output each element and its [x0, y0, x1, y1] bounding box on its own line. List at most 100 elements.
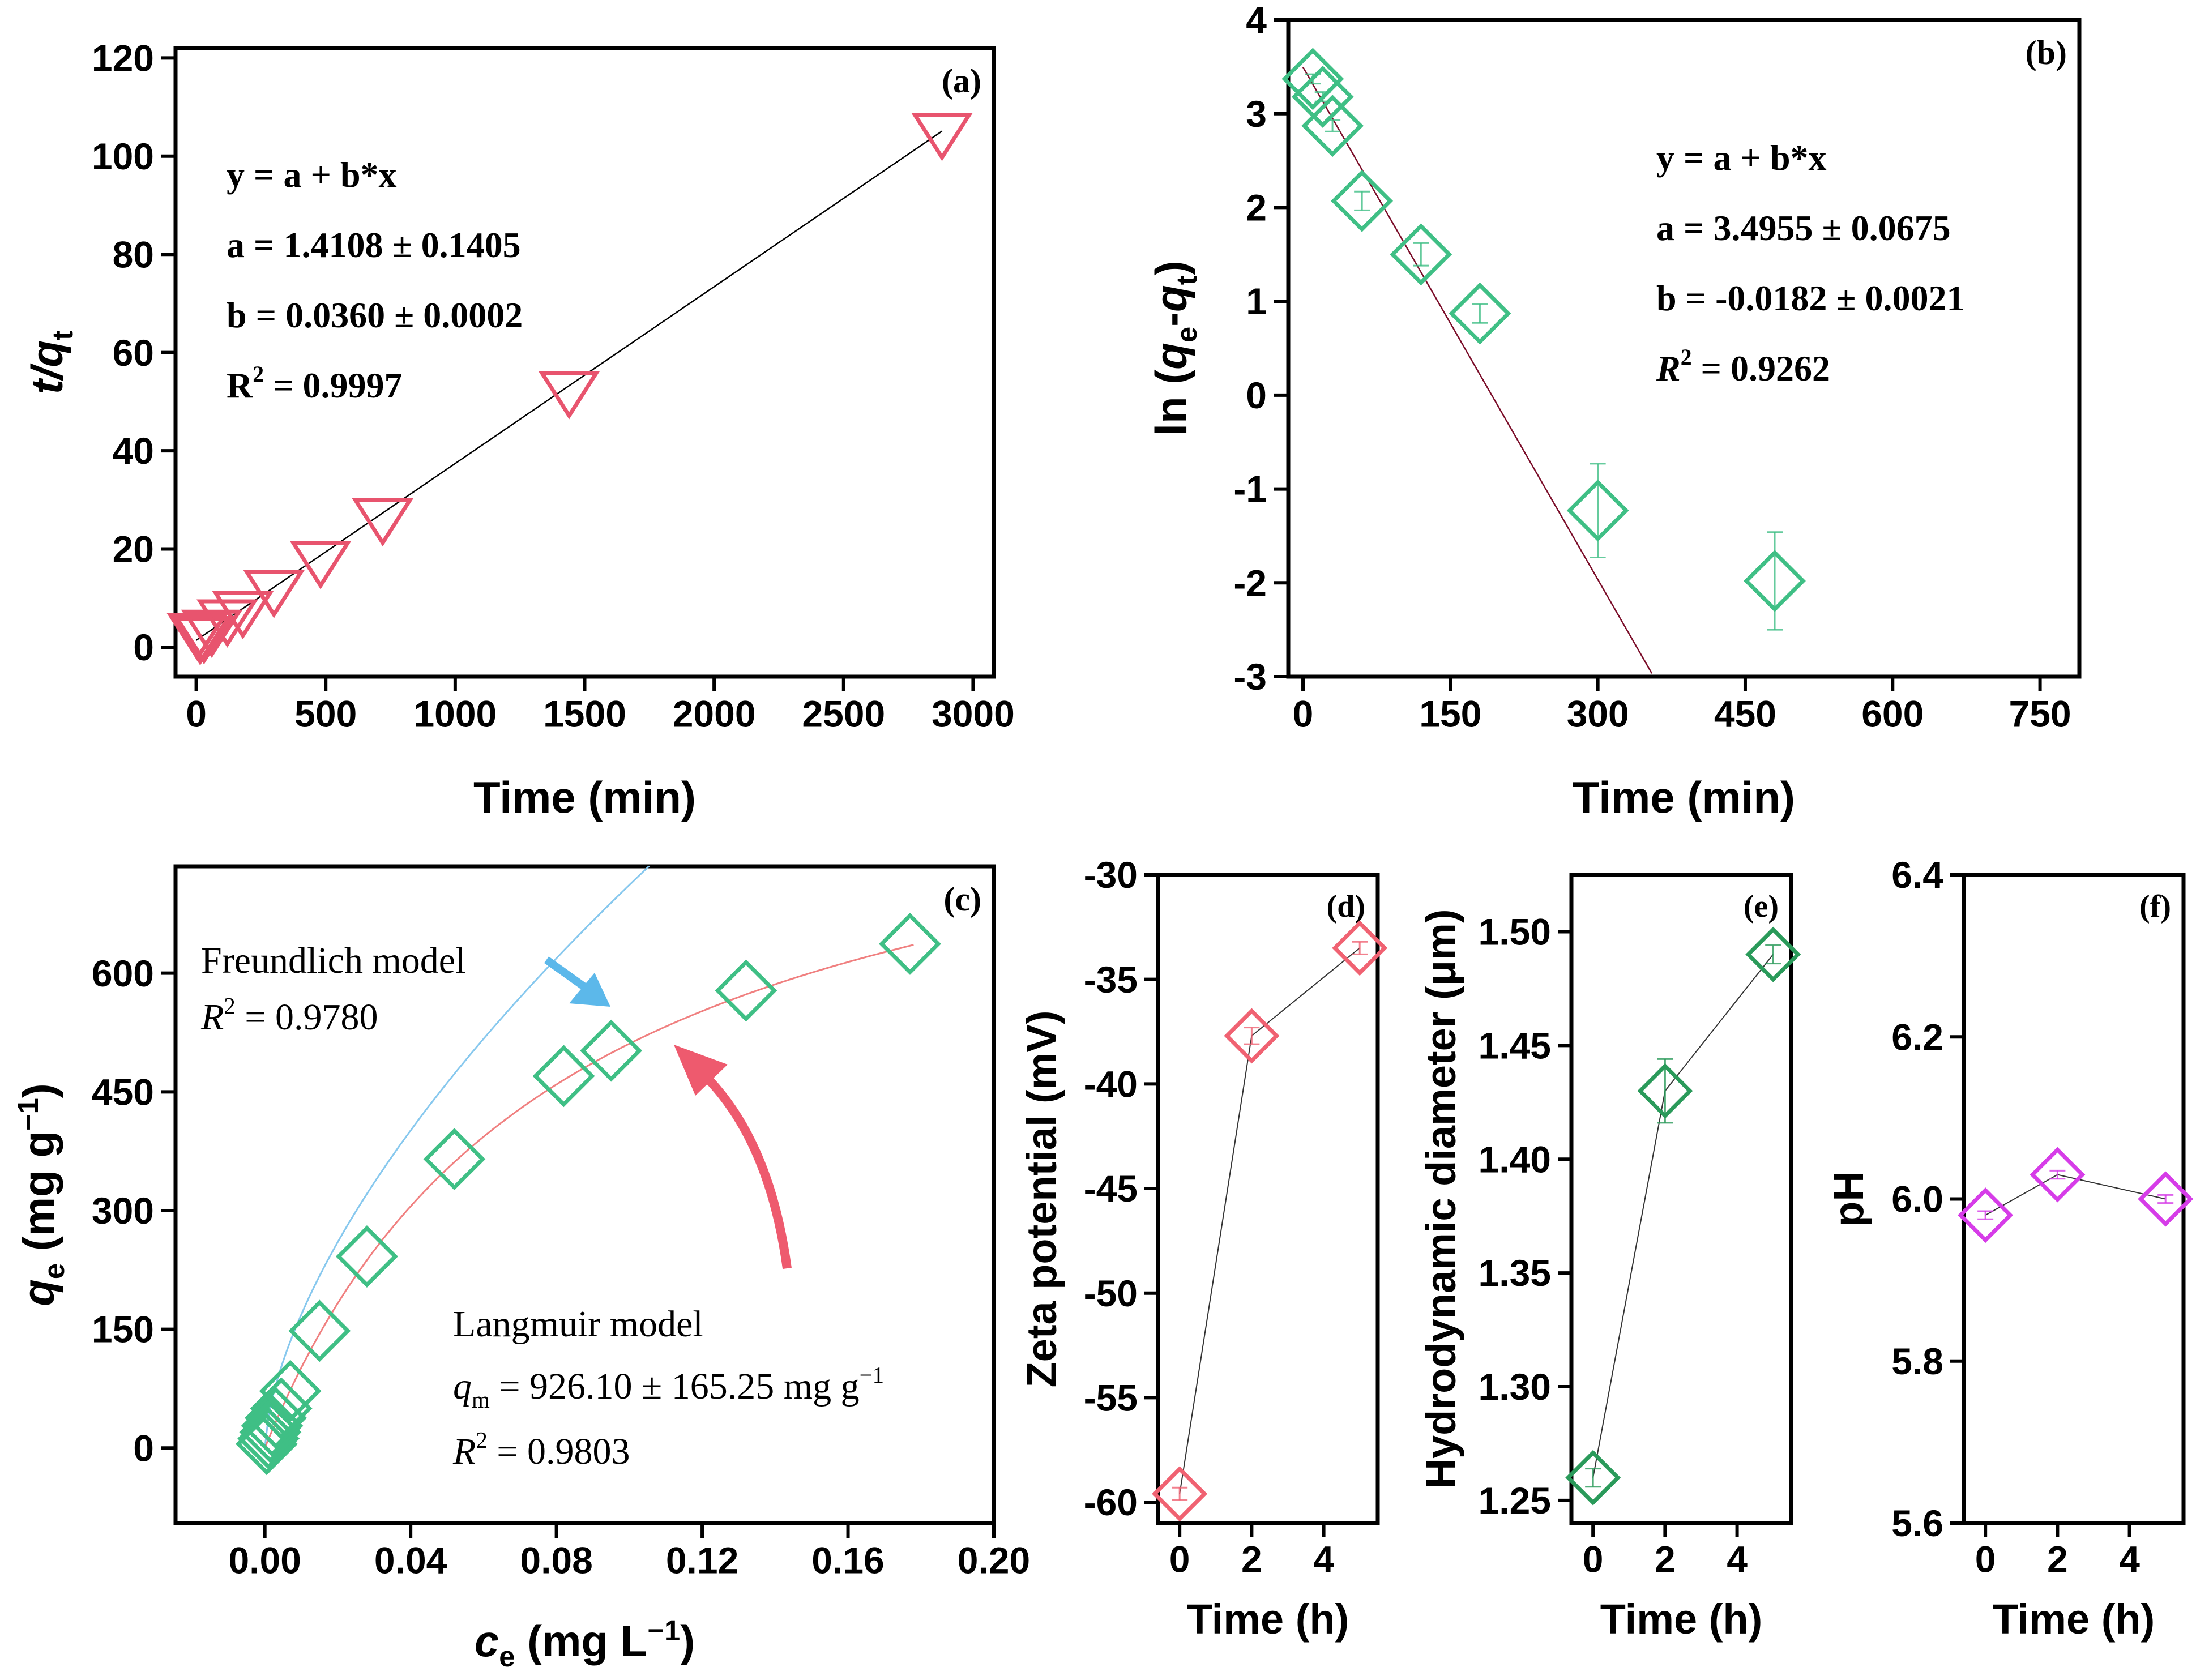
x-axis-title: Time (h)	[1600, 1596, 1762, 1643]
r2-superscript: 2	[1681, 345, 1692, 370]
data-point-diamond	[423, 1128, 486, 1191]
fit-annotation-text: a = 1.4108 ± 0.1405	[227, 225, 521, 265]
x-tick-label-text: 0	[1975, 1538, 1996, 1580]
x-tick-label: 0.20	[958, 1540, 1030, 1581]
y-tick-label: 1	[1246, 280, 1267, 322]
x-tick-label-text: 4	[1727, 1538, 1748, 1580]
langmuir-label-text: Langmuir model	[453, 1303, 703, 1345]
y-axis-sub1: e	[1170, 327, 1203, 343]
y-tick-label: 4	[1246, 0, 1267, 41]
y-tick-label: 1.35	[1479, 1252, 1551, 1294]
x-tick-label: 4	[1313, 1538, 1334, 1580]
data-point-diamond	[1224, 1008, 1280, 1064]
y-tick-label: -60	[1084, 1481, 1138, 1523]
data-point-diamond	[288, 1299, 351, 1362]
x-tick-label: 300	[1567, 693, 1629, 735]
y-tick-label-text: 0	[1246, 374, 1267, 416]
data-point-diamond	[1281, 48, 1344, 110]
y-axis-unit: (mg g	[14, 1131, 63, 1263]
langmuir-r2: R2 = 0.9803	[452, 1427, 630, 1472]
plot-area	[264, 866, 914, 1448]
y-tick-label: 60	[113, 332, 154, 374]
data-point-diamond	[2138, 1171, 2194, 1227]
langmuir-arrow-head	[674, 1045, 728, 1096]
x-axis-subscript: e	[499, 1640, 515, 1673]
r2-superscript: 2	[476, 1427, 487, 1453]
fit-annotation-line1: y = a + b*x	[227, 155, 397, 195]
fit-annotation-text: y = a + b*x	[1656, 138, 1827, 178]
x-tick-label-text: 1500	[543, 693, 626, 735]
r2-superscript: 2	[253, 362, 264, 387]
y-tick-label-text: -1	[1233, 468, 1267, 510]
y-axis-title: pH	[1825, 1171, 1872, 1227]
y-axis-sub2: t	[1170, 275, 1203, 285]
y-tick-label-text: 1.40	[1479, 1138, 1551, 1180]
x-tick-label: 3000	[932, 693, 1015, 735]
y-axis-close: )	[14, 1083, 63, 1098]
x-tick-label: 1500	[543, 693, 626, 735]
data-point-diamond	[580, 1019, 643, 1082]
y-tick-label-text: 120	[92, 37, 154, 79]
y-tick-label: -3	[1233, 656, 1267, 698]
data-point-diamond	[532, 1045, 595, 1108]
y-tick-label: 100	[92, 135, 154, 177]
y-tick-label-text: -2	[1233, 562, 1267, 604]
data-point-triangle	[911, 113, 973, 161]
y-tick-label-text: 1.30	[1479, 1366, 1551, 1408]
panel-label-text: (a)	[942, 62, 981, 100]
x-tick-label: 2	[1655, 1538, 1676, 1580]
data-point-triangle	[352, 498, 414, 547]
x-tick-label-text: 150	[1419, 693, 1481, 735]
y-tick-label-text: 1.50	[1479, 911, 1551, 953]
y-tick-label: 1.40	[1479, 1138, 1551, 1180]
x-axis-superscript: −1	[647, 1614, 680, 1647]
data-point-triangle	[538, 371, 600, 420]
panel-label: (f)	[2139, 889, 2171, 924]
r2-symbol: R	[1656, 348, 1681, 388]
y-tick-label: 0	[1246, 374, 1267, 416]
x-axis-title-text: Time (min)	[473, 772, 696, 822]
y-axis-subscript: t	[46, 331, 79, 340]
y-tick-label-text: 0	[133, 1427, 154, 1469]
y-axis-title-text: t/q	[22, 340, 72, 394]
langmuir-arrow	[704, 1075, 792, 1269]
data-point-diamond	[1566, 479, 1629, 542]
x-tick-label-text: 3000	[932, 693, 1015, 735]
data-point-triangle	[243, 570, 305, 618]
data-point-diamond	[1449, 282, 1511, 345]
y-tick-label: 5.6	[1891, 1502, 1943, 1544]
x-tick-label: 1000	[413, 693, 497, 735]
data-point-diamond	[1744, 550, 1806, 612]
y-tick-label-text: -55	[1084, 1377, 1138, 1418]
y-axis-prefix: ln (	[1146, 370, 1196, 436]
y-tick-label-text: 4	[1246, 0, 1267, 41]
x-axis-title-text: Time (min)	[1573, 772, 1795, 822]
fit-line	[1302, 66, 1653, 674]
y-tick-label: -1	[1233, 468, 1267, 510]
y-tick-label: 40	[113, 430, 154, 472]
freundlich-r2-value: = 0.9780	[236, 997, 378, 1038]
fit-annotation-line3: b = -0.0182 ± 0.0021	[1656, 278, 1965, 318]
panel-label-text: (b)	[2026, 34, 2067, 71]
x-tick-label-text: 300	[1567, 693, 1629, 735]
fit-annotation-text: y = a + b*x	[227, 155, 397, 195]
fit-annotation-line2: a = 3.4955 ± 0.0675	[1656, 208, 1951, 248]
y-tick-label-text: 80	[113, 233, 154, 275]
y-tick-label-text: 300	[92, 1190, 154, 1232]
data-point-triangle	[196, 599, 258, 648]
x-tick-label: 600	[1861, 693, 1924, 735]
r2-symbol: R	[227, 365, 253, 405]
data-point-triangle	[212, 591, 274, 640]
x-tick-label-text: 2	[1241, 1538, 1262, 1580]
y-tick-label-text: -3	[1233, 656, 1267, 698]
x-axis-close: )	[680, 1616, 695, 1666]
freundlich-curve	[264, 866, 651, 1448]
data-point-triangle	[173, 616, 235, 665]
y-tick-label: 80	[113, 233, 154, 275]
y-tick-label-text: -50	[1084, 1272, 1138, 1314]
fit-annotation-line2: a = 1.4108 ± 0.1405	[227, 225, 521, 265]
y-tick-label-text: 100	[92, 135, 154, 177]
r2-value: = 0.9997	[264, 365, 402, 405]
y-axis-title-text: pH	[1825, 1171, 1872, 1227]
y-tick-label: 1.25	[1479, 1480, 1551, 1521]
